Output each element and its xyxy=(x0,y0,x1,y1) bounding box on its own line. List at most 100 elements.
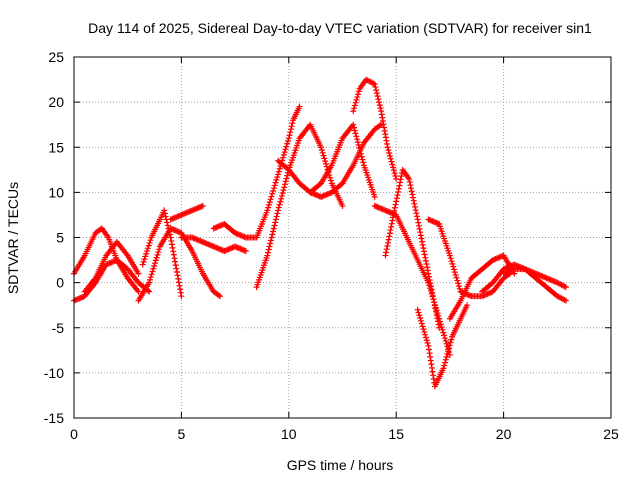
data-point xyxy=(271,182,278,189)
data-point xyxy=(451,269,458,276)
data-point xyxy=(166,228,173,235)
data-point xyxy=(357,147,364,154)
data-point xyxy=(154,251,161,258)
data-point xyxy=(442,337,449,344)
data-point xyxy=(384,242,391,249)
data-point xyxy=(170,251,177,258)
data-point xyxy=(431,299,438,306)
data-point xyxy=(266,243,273,250)
data-point xyxy=(269,231,276,238)
data-point xyxy=(172,258,179,265)
data-point xyxy=(166,231,173,238)
data-point xyxy=(390,164,397,171)
data-point xyxy=(167,234,174,241)
data-point xyxy=(265,246,272,253)
data-point xyxy=(143,250,150,257)
data-point xyxy=(420,248,427,255)
data-point xyxy=(272,219,279,226)
data-point xyxy=(268,234,275,241)
data-point xyxy=(264,252,271,259)
data-point xyxy=(287,129,294,136)
data-point xyxy=(410,194,417,201)
data-point xyxy=(416,312,423,319)
data-point xyxy=(464,302,471,309)
data-point xyxy=(266,199,273,206)
data-point xyxy=(199,202,206,209)
data-point xyxy=(374,93,381,100)
data-point xyxy=(389,217,396,224)
data-point xyxy=(175,275,182,282)
data-point xyxy=(397,179,404,186)
data-point xyxy=(432,305,439,312)
data-point xyxy=(414,306,421,313)
data-point xyxy=(355,141,362,148)
data-point xyxy=(148,271,155,278)
data-point xyxy=(141,256,148,263)
data-point xyxy=(430,296,437,303)
data-point xyxy=(353,96,360,103)
data-point xyxy=(270,228,277,235)
data-point xyxy=(353,133,360,140)
data-point xyxy=(280,154,287,161)
data-point xyxy=(281,149,288,156)
data-point xyxy=(161,210,168,217)
data-point xyxy=(282,146,289,153)
data-point xyxy=(276,201,283,208)
data-point xyxy=(445,345,452,352)
data-point xyxy=(388,158,395,165)
data-point xyxy=(393,195,400,202)
data-point xyxy=(455,280,462,287)
data-point xyxy=(146,239,153,246)
data-point xyxy=(435,321,442,328)
grid-lines xyxy=(74,57,611,418)
data-point xyxy=(450,263,457,270)
data-point xyxy=(146,279,153,286)
data-point xyxy=(264,207,271,214)
data-point xyxy=(146,288,153,295)
data-point xyxy=(386,233,393,240)
x-axis-label: GPS time / hours xyxy=(287,457,394,473)
data-point xyxy=(149,268,156,275)
data-point xyxy=(172,262,179,269)
data-point xyxy=(177,286,184,293)
data-point xyxy=(351,102,358,109)
data-point xyxy=(375,96,382,103)
data-point xyxy=(391,207,398,214)
data-point xyxy=(282,178,289,185)
data-point xyxy=(175,279,182,286)
data-point xyxy=(270,225,277,232)
data-point xyxy=(422,334,429,341)
data-point xyxy=(164,219,171,226)
data-point xyxy=(424,340,431,347)
data-point xyxy=(389,161,396,168)
data-point xyxy=(406,178,413,185)
data-point xyxy=(455,283,462,290)
data-point xyxy=(147,237,154,244)
data-point xyxy=(395,188,402,195)
data-point xyxy=(286,132,293,139)
data-point xyxy=(448,336,455,343)
data-point xyxy=(174,272,181,279)
data-point xyxy=(424,264,431,271)
data-point xyxy=(284,172,291,179)
data-point xyxy=(427,280,434,287)
data-point xyxy=(454,277,461,284)
data-point xyxy=(139,261,146,268)
data-point xyxy=(425,270,432,277)
data-point xyxy=(383,246,390,253)
data-point xyxy=(151,260,158,267)
data-point xyxy=(140,258,147,265)
data-point xyxy=(431,302,438,309)
data-point xyxy=(436,324,443,331)
data-point xyxy=(278,195,285,202)
data-point xyxy=(156,246,163,253)
data-point xyxy=(135,288,142,295)
data-point xyxy=(339,202,346,209)
data-point xyxy=(371,81,378,88)
data-point xyxy=(169,244,176,251)
data-point xyxy=(427,283,434,290)
data-point xyxy=(173,265,180,272)
axis-ticks: 0 5 10 15 20 25 -15 -10 -5 0 5 10 15 20 25 xyxy=(44,49,619,442)
data-point xyxy=(355,91,362,98)
data-point xyxy=(275,171,282,178)
